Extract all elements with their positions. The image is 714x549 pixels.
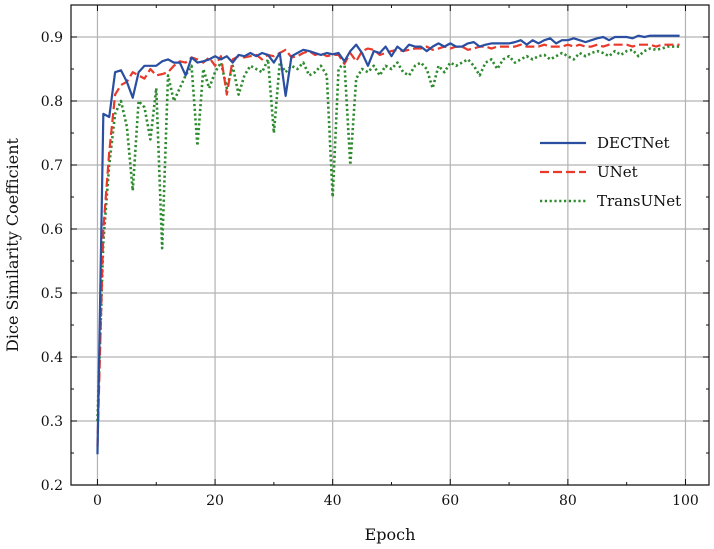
x-tick-label: 0 [93,493,102,509]
series-line-transunet [96,45,680,422]
axis-ticks: 0 20 40 60 80 100 0.2 0.3 0.4 0.5 0.6 0.7 0.8 0.9 [41,4,709,509]
series-lines [96,34,680,455]
x-axis-label: Epoch [365,525,416,544]
y-tick-label: 0.6 [41,222,63,238]
y-tick-label: 0.8 [41,94,63,110]
y-tick-label: 0.5 [41,286,63,302]
y-tick-label: 0.3 [41,414,63,430]
y-tick-label: 0.9 [41,30,63,46]
legend-label-transunet: TransUNet [597,192,681,210]
y-axis-label: Dice Similarity Coefficient [3,137,22,351]
y-tick-label: 0.2 [41,478,63,494]
plot-frame [70,4,710,486]
series-line-dectnet [96,34,680,455]
x-tick-label: 60 [441,493,459,509]
legend-label-dectnet: DECTNet [597,134,670,152]
x-tick-label: 80 [559,493,577,509]
legend-label-unet: UNet [597,163,638,181]
x-tick-label: 100 [672,493,699,509]
y-tick-label: 0.7 [41,158,63,174]
series-line-unet [96,43,680,447]
y-tick-label: 0.4 [41,350,63,366]
x-tick-label: 20 [206,493,224,509]
legend: DECTNet UNet TransUNet [540,134,681,210]
x-tick-label: 40 [324,493,342,509]
